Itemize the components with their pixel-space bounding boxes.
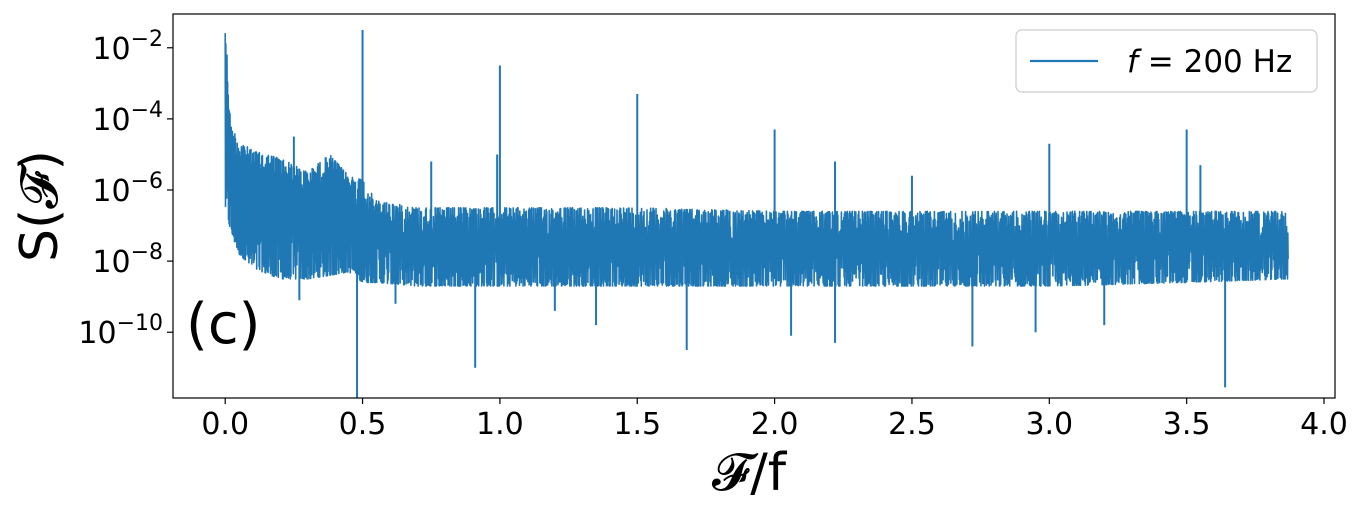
x-tick-label: 0.5 bbox=[339, 407, 387, 442]
x-axis-label: 𝓕/f bbox=[712, 443, 788, 503]
series-line bbox=[224, 33, 1289, 287]
y-tick-label: 10−8 bbox=[92, 240, 163, 280]
panel-label: (c) bbox=[186, 292, 260, 357]
y-axis-label: S(𝓕) bbox=[10, 150, 70, 262]
x-tick-label: 0.0 bbox=[201, 407, 249, 442]
x-tick-label: 1.5 bbox=[613, 407, 661, 442]
x-tick-label: 4.0 bbox=[1300, 407, 1348, 442]
plot-frame bbox=[172, 13, 1336, 399]
x-tick-label: 2.0 bbox=[751, 407, 799, 442]
x-tick-label: 1.0 bbox=[476, 407, 524, 442]
legend-entry: f = 200 Hz bbox=[1127, 44, 1292, 80]
x-tick-label: 3.0 bbox=[1025, 407, 1073, 442]
series-layer bbox=[224, 30, 1289, 398]
y-tick-label: 10−6 bbox=[92, 169, 163, 209]
x-tick-label: 3.5 bbox=[1163, 407, 1211, 442]
legend-box bbox=[1015, 29, 1318, 93]
legend-entry-text: = 200 Hz bbox=[1138, 44, 1292, 80]
legend: f = 200 Hz bbox=[1015, 29, 1318, 93]
x-tick-label: 2.5 bbox=[888, 407, 936, 442]
y-tick-label: 10−10 bbox=[78, 311, 163, 351]
y-tick-label: 10−4 bbox=[92, 98, 163, 138]
y-tick-label: 10−2 bbox=[92, 27, 163, 67]
ticks-layer: 0.0 0.5 1.0 1.5 2.0 2.5 3.0 3.5 4.0 10−2 10−4 10−6 1… bbox=[78, 27, 1347, 442]
